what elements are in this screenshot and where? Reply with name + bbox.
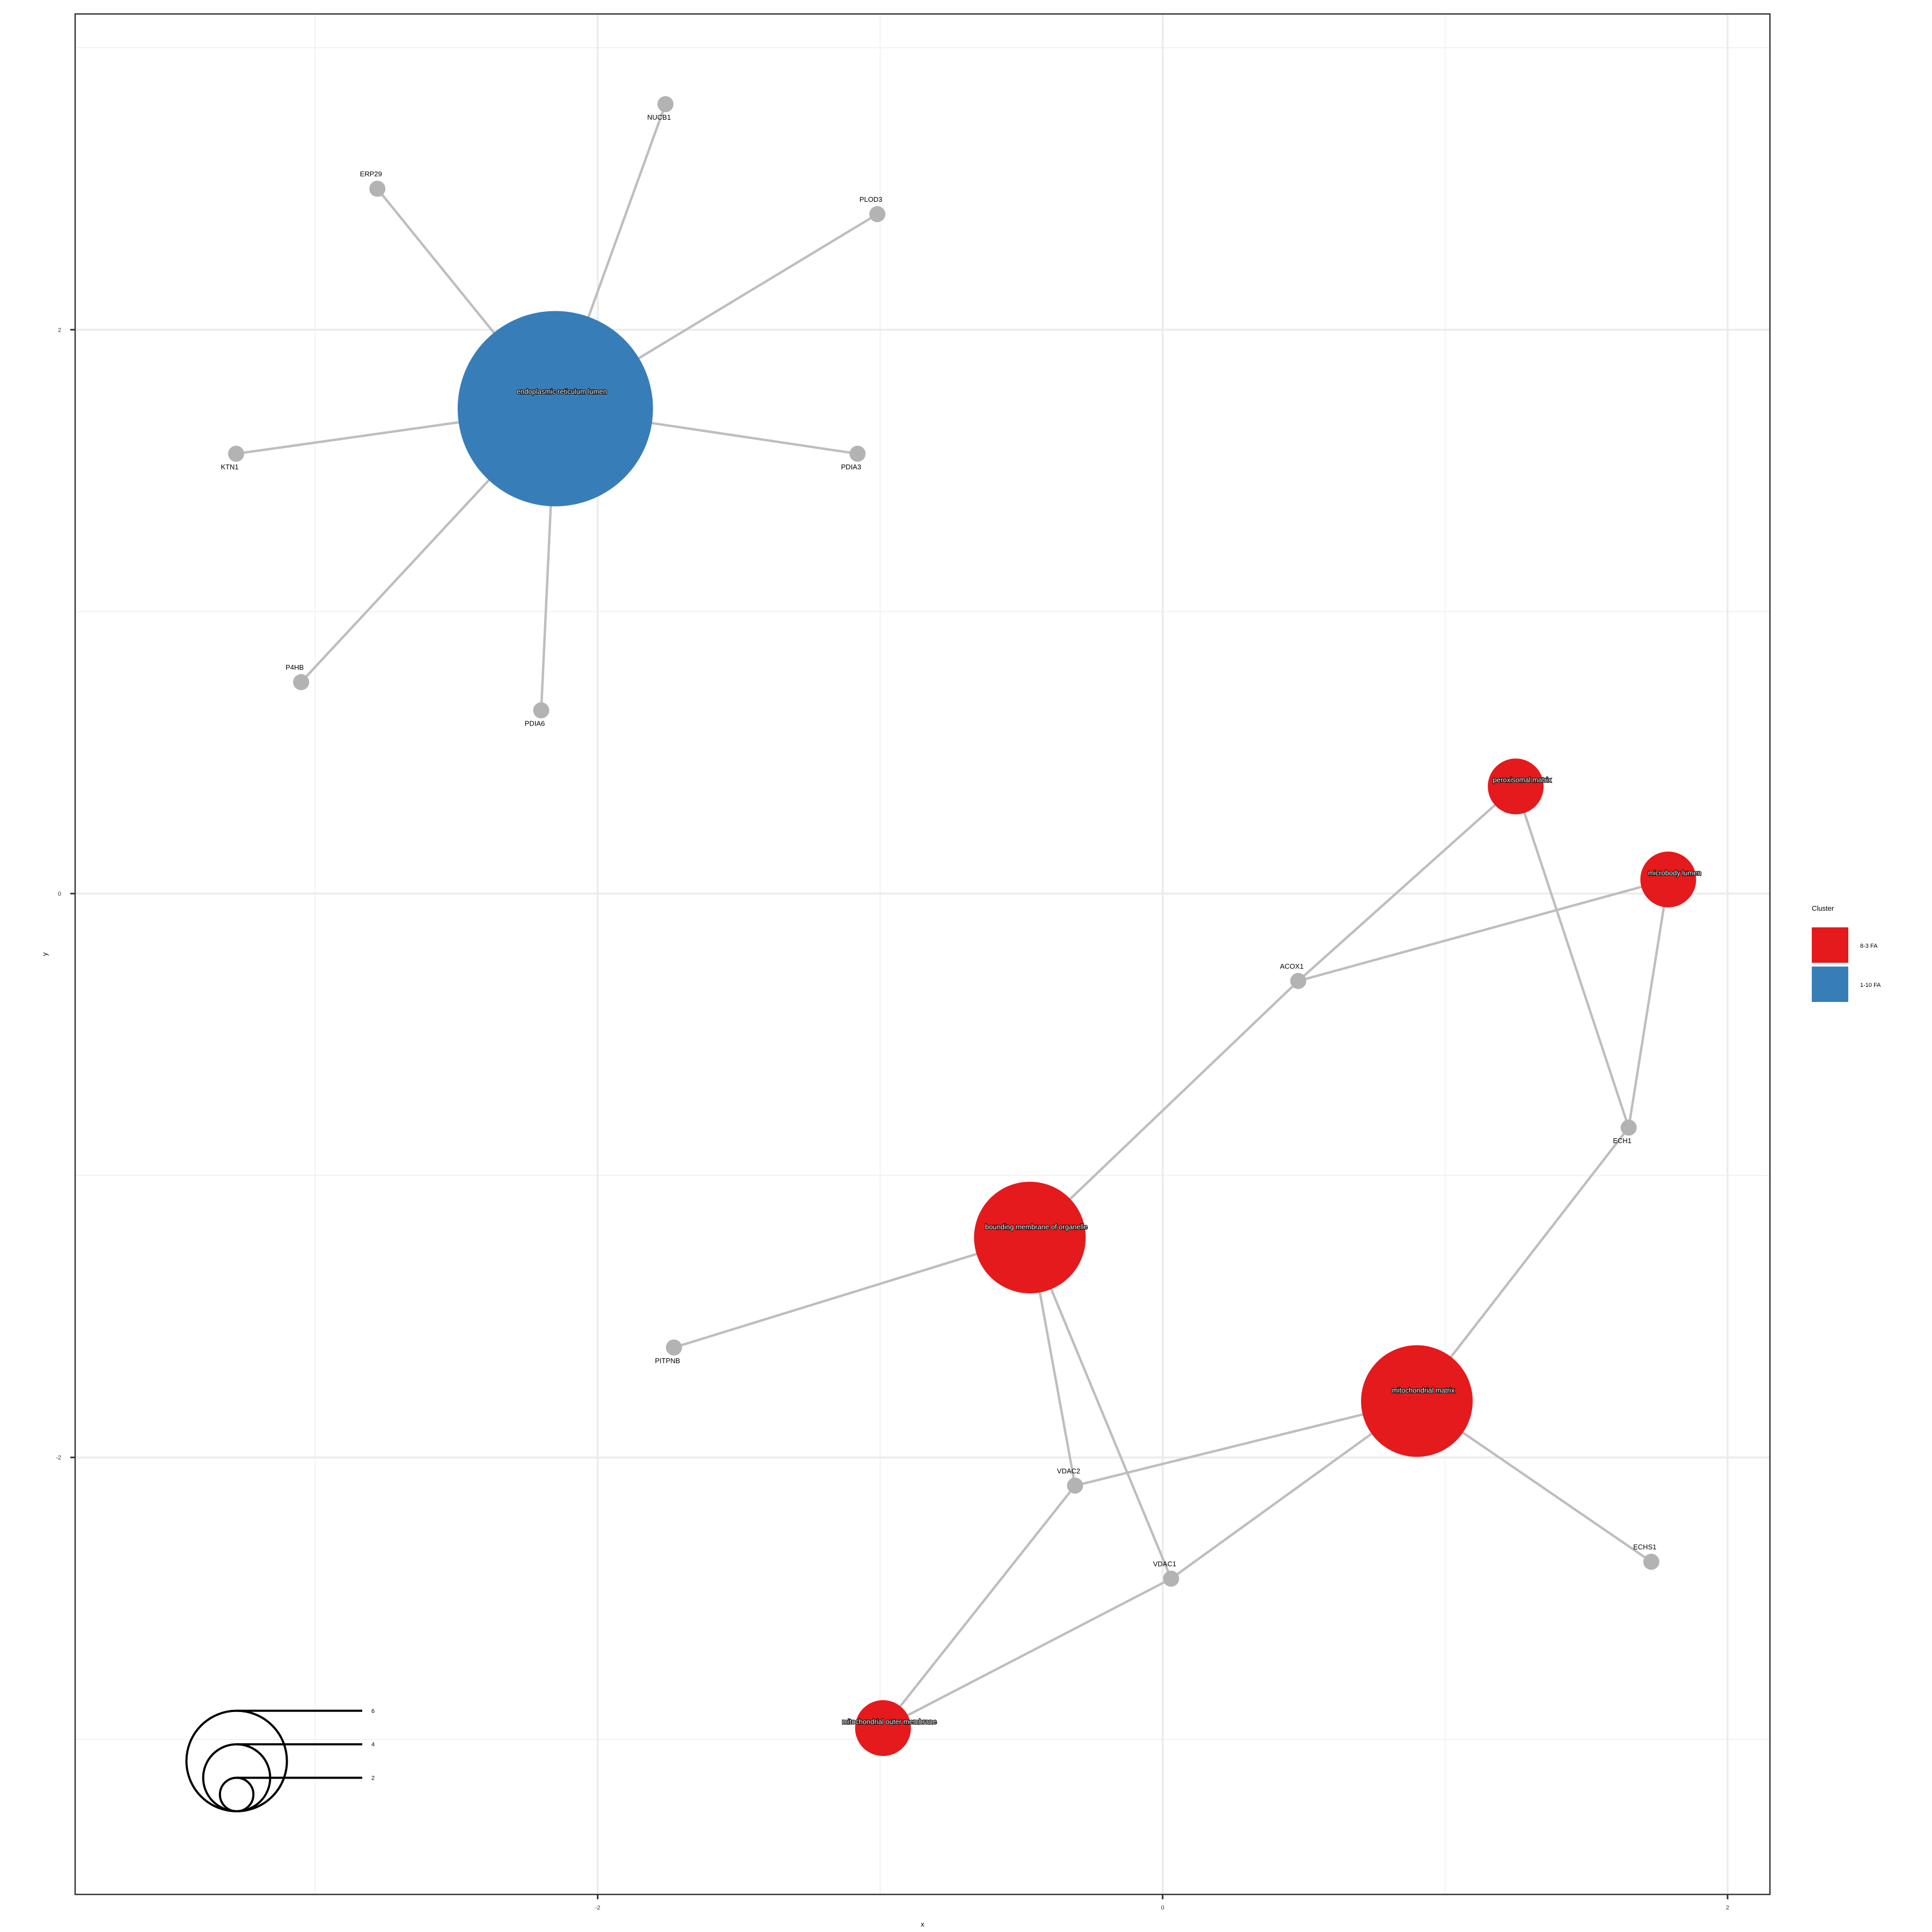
size-legend-label: 6 <box>371 1708 375 1715</box>
edge <box>1297 785 1517 982</box>
gene-label: ERP29 <box>360 170 382 178</box>
term-node-mom <box>855 1700 911 1757</box>
term-node-ml <box>1640 851 1696 908</box>
size-legend-label: 2 <box>371 1775 375 1782</box>
term-label: mitochondrial matrix <box>1392 1386 1455 1394</box>
term-node-mm <box>1361 1345 1473 1457</box>
gene-label: PITPNB <box>655 1357 680 1365</box>
gene-node-vdac1 <box>1163 1570 1180 1587</box>
edge <box>1627 879 1670 1128</box>
term-node-er <box>457 311 653 507</box>
y-axis-tick-label: 2 <box>58 327 61 333</box>
size-legend-label: 4 <box>371 1741 375 1748</box>
gene-node-ktn1 <box>228 445 245 462</box>
y-axis-title: y <box>41 952 49 956</box>
term-label: mitochondrial outer membrane <box>842 1717 936 1725</box>
y-axis-tick-label: 0 <box>58 891 61 897</box>
size-legend: 6 4 2 <box>185 1708 375 1813</box>
legend-key <box>1812 967 1848 1002</box>
edge <box>1416 1126 1630 1402</box>
gene-node-nucb1 <box>657 96 674 113</box>
gene-node-erp29 <box>369 180 386 197</box>
gene-node-echs1 <box>1643 1554 1659 1570</box>
legend-title: Cluster <box>1812 904 1834 912</box>
gene-label: VDAC2 <box>1057 1467 1080 1475</box>
term-label: microbody lumen <box>1648 869 1701 877</box>
edge <box>1514 786 1630 1128</box>
gene-node-acox1 <box>1290 972 1307 989</box>
gene-label: ACOX1 <box>1280 962 1304 970</box>
labels-layer: endoplasmic reticulum lumen bounding memb… <box>221 113 1702 1726</box>
gene-node-pdia3 <box>849 445 866 462</box>
grid-lines <box>75 14 1770 1894</box>
gene-label: KTN1 <box>221 463 238 471</box>
legend-label: 1-10 FA <box>1860 982 1881 989</box>
term-label: endoplasmic reticulum lumen <box>517 387 607 396</box>
term-label: peroxisomal matrix <box>1493 776 1552 784</box>
gene-label: NUCB1 <box>647 113 671 121</box>
gene-node-vdac2 <box>1067 1477 1084 1494</box>
cluster-legend: Cluster 8-3 FA 1-10 FA <box>1812 904 1881 1002</box>
edge <box>1029 980 1299 1239</box>
gene-label: ECH1 <box>1613 1137 1631 1145</box>
legend-label: 8-3 FA <box>1860 943 1878 949</box>
edge <box>1298 878 1669 983</box>
term-node-pm <box>1488 758 1544 815</box>
gene-label: P4HB <box>286 663 304 671</box>
gene-node-p4hb <box>293 674 310 691</box>
axes: -2 0 2 2 0 -2 <box>56 327 1729 1911</box>
gene-label: VDAC1 <box>1153 1560 1176 1568</box>
edge <box>1074 1400 1417 1487</box>
gene-label: PDIA3 <box>841 463 861 471</box>
gene-label: PDIA6 <box>525 720 545 728</box>
gene-label: ECHS1 <box>1633 1543 1656 1551</box>
x-axis-tick-label: -2 <box>595 1905 601 1911</box>
edge <box>882 1484 1076 1729</box>
gene-node-ech1 <box>1620 1119 1637 1136</box>
term-node-bmo <box>974 1181 1086 1293</box>
gene-node-pitpnb <box>665 1339 682 1356</box>
gene-label: PLOD3 <box>859 195 882 203</box>
term-label: bounding membrane of organelle <box>985 1223 1088 1231</box>
gene-node-pdia6 <box>533 702 550 719</box>
edge <box>674 1236 1030 1349</box>
x-axis-tick-label: 2 <box>1726 1905 1729 1911</box>
x-axis-tick-label: 0 <box>1161 1905 1164 1911</box>
edge <box>1028 1237 1173 1579</box>
y-axis-tick-label: -2 <box>56 1455 61 1461</box>
nodes-layer <box>228 96 1696 1757</box>
panel-border <box>74 13 1771 1896</box>
edge <box>882 1577 1172 1730</box>
gene-node-plod3 <box>869 206 885 222</box>
x-axis-title: x <box>921 1920 925 1928</box>
legend-key <box>1812 927 1848 963</box>
